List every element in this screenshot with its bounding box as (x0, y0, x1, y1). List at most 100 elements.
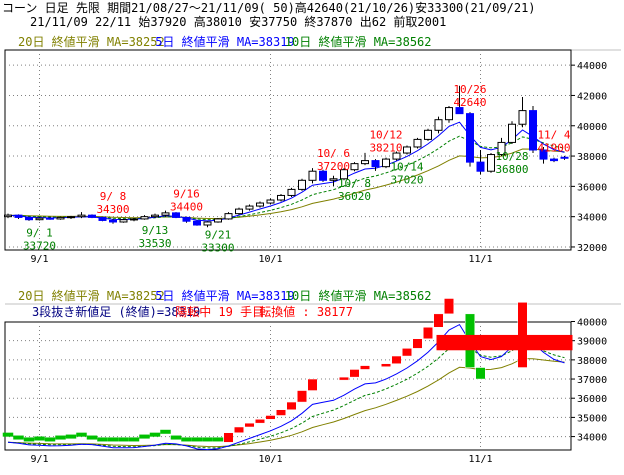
candle-body (161, 212, 170, 216)
low-annotation-date: 9/21 (205, 229, 232, 242)
low-annotation-price: 33720 (23, 239, 56, 252)
upper-x-tick-label: 9/1 (30, 254, 48, 265)
lower-y-tick-label: 36000 (577, 394, 607, 405)
candle-body (193, 220, 201, 226)
candle-body (203, 221, 212, 226)
candle-body (25, 216, 33, 221)
three-line-break-top-block (436, 334, 573, 351)
three-line-break-brick (128, 437, 140, 442)
lower-status-text: 陽転中 19 手目 (175, 304, 264, 319)
three-line-break-brick (381, 363, 391, 367)
candle-body (56, 216, 65, 220)
three-line-break-brick (65, 434, 77, 439)
high-annotation-date: 10/12 (369, 129, 402, 142)
high-annotation-price: 42640 (453, 96, 486, 109)
upper-legend-item: 5日 終値平滑 MA=38319 (155, 34, 294, 49)
three-line-break-brick (423, 327, 433, 340)
candle-body (109, 219, 117, 223)
low-annotation-date: 9/ 1 (26, 226, 53, 239)
lower-y-tick-label: 35000 (577, 413, 607, 424)
candle-body (98, 216, 107, 221)
three-line-break-brick (349, 369, 360, 378)
low-annotation-date: 9/13 (142, 224, 169, 237)
candle-body (46, 217, 54, 220)
three-line-break-brick (297, 390, 307, 403)
upper-y-tick-label: 34000 (577, 213, 607, 224)
three-line-break-brick (244, 422, 255, 428)
three-line-break-brick (86, 435, 98, 440)
candle-body (329, 178, 338, 181)
candle-body (308, 170, 317, 181)
lower-status-text: 3段抜き新値足 (終値)=38319 (32, 304, 200, 319)
lower-legend-item: 10日 終値平滑 MA=38562 (285, 288, 432, 303)
three-line-break-brick (255, 419, 265, 424)
low-annotation-price: 33300 (201, 242, 234, 255)
candle-body (560, 156, 569, 159)
high-annotation-price: 34400 (170, 201, 203, 214)
lower-x-tick-label: 11/1 (468, 454, 492, 465)
lower-y-tick-label: 34000 (577, 433, 607, 444)
candle-body (518, 110, 527, 125)
three-line-break-brick (76, 432, 87, 437)
three-line-break-brick (191, 437, 203, 442)
candle-body (182, 216, 191, 222)
three-line-break-brick (107, 437, 119, 442)
upper-ma10-line (7, 135, 565, 221)
low-annotation-date: 10/28 (495, 150, 528, 163)
lower-legend-item: 20日 終値平滑 MA=38252 (18, 288, 165, 303)
candle-body (67, 216, 75, 219)
upper-y-tick-label: 36000 (577, 182, 607, 193)
low-annotation-price: 37020 (390, 174, 423, 187)
three-line-break-brick (360, 365, 370, 370)
three-line-break-brick (339, 376, 349, 381)
three-line-break-brick (265, 415, 276, 420)
candle-body (14, 214, 23, 218)
three-line-break-brick (170, 435, 182, 440)
high-annotation-date: 10/ 6 (317, 147, 350, 160)
lower-legend-item: 5日 終値平滑 MA=38319 (155, 288, 294, 303)
candle-body (4, 214, 12, 218)
candle-body (77, 214, 86, 218)
upper-legend-item: 10日 終値平滑 MA=38562 (285, 34, 432, 49)
candle-body (476, 161, 485, 172)
candle-body (214, 218, 222, 223)
candle-body (497, 141, 506, 156)
high-annotation-date: 9/16 (173, 188, 200, 201)
candle-body (403, 146, 411, 154)
upper-y-tick-label: 40000 (577, 122, 607, 133)
candle-body (529, 110, 537, 151)
high-annotation-date: 9/ 8 (100, 190, 127, 203)
candle-body (361, 160, 369, 165)
ohlc-summary: 21/11/09 22/11 始37920 高38010 安37750 終378… (30, 15, 447, 29)
candle-body (413, 138, 422, 148)
three-line-break-brick (118, 437, 129, 442)
high-annotation-price: 41900 (537, 142, 570, 155)
three-line-break-brick (286, 401, 297, 410)
candle-body (392, 152, 401, 160)
three-line-break-brick (433, 313, 444, 328)
three-line-break-brick (475, 367, 486, 380)
low-annotation-date: 10/14 (390, 161, 423, 174)
candle-body (382, 158, 390, 168)
lower-y-tick-label: 40000 (577, 318, 607, 329)
three-line-break-brick (202, 437, 213, 442)
three-line-break-brick (412, 338, 423, 349)
candle-body (550, 158, 558, 162)
lower-y-tick-label: 37000 (577, 375, 607, 386)
three-line-break-brick (97, 437, 108, 442)
low-annotation-price: 33530 (138, 237, 171, 250)
candle-body (319, 170, 327, 181)
candle-body (434, 119, 443, 131)
candle-body (88, 214, 96, 218)
upper-legend-item: 20日 終値平滑 MA=38252 (18, 34, 165, 49)
candle-body (445, 107, 453, 121)
lower-ma20-line (7, 358, 565, 448)
candle-body (487, 154, 495, 172)
lower-frame (4, 321, 572, 451)
low-annotation-price: 36020 (338, 190, 371, 203)
candle-body (224, 213, 233, 220)
candle-body (277, 194, 285, 201)
low-annotation-price: 36800 (495, 163, 528, 176)
three-line-break-brick (444, 298, 454, 315)
